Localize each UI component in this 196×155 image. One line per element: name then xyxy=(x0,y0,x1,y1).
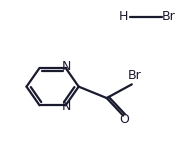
Text: Br: Br xyxy=(162,10,175,23)
Text: O: O xyxy=(119,113,129,126)
Text: N: N xyxy=(62,60,71,73)
Text: Br: Br xyxy=(127,69,141,82)
Text: N: N xyxy=(62,100,71,113)
Text: H: H xyxy=(118,10,128,23)
